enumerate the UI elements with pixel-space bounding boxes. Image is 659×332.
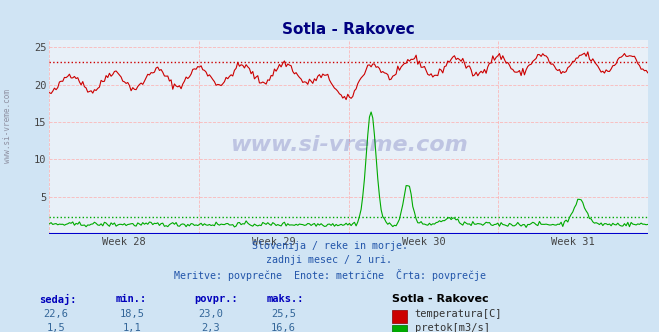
Text: 18,5: 18,5: [119, 309, 144, 319]
Text: www.si-vreme.com: www.si-vreme.com: [230, 135, 467, 155]
Text: 25,5: 25,5: [271, 309, 296, 319]
Text: maks.:: maks.:: [267, 294, 304, 304]
Text: www.si-vreme.com: www.si-vreme.com: [3, 89, 13, 163]
Text: 23,0: 23,0: [198, 309, 223, 319]
Text: zadnji mesec / 2 uri.: zadnji mesec / 2 uri.: [266, 255, 393, 265]
Text: 1,1: 1,1: [123, 323, 141, 332]
Text: min.:: min.:: [115, 294, 146, 304]
Text: temperatura[C]: temperatura[C]: [415, 309, 502, 319]
Text: 1,5: 1,5: [47, 323, 65, 332]
Text: 2,3: 2,3: [202, 323, 220, 332]
Text: 16,6: 16,6: [271, 323, 296, 332]
Text: sedaj:: sedaj:: [40, 294, 77, 305]
Text: 22,6: 22,6: [43, 309, 69, 319]
Text: Sotla - Rakovec: Sotla - Rakovec: [392, 294, 489, 304]
Text: Slovenija / reke in morje.: Slovenija / reke in morje.: [252, 241, 407, 251]
Text: povpr.:: povpr.:: [194, 294, 238, 304]
Text: Meritve: povprečne  Enote: metrične  Črta: povprečje: Meritve: povprečne Enote: metrične Črta:…: [173, 269, 486, 281]
Title: Sotla - Rakovec: Sotla - Rakovec: [282, 22, 415, 37]
Text: pretok[m3/s]: pretok[m3/s]: [415, 323, 490, 332]
